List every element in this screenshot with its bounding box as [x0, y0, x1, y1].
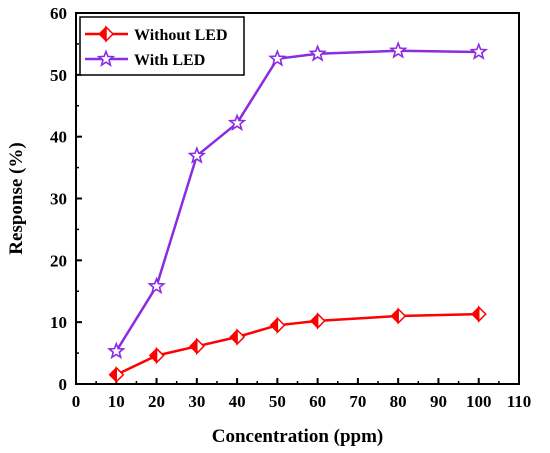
data-point: [227, 113, 247, 131]
legend-item: Without LED: [85, 25, 228, 44]
x-axis: 0 10 20 30 40 50 60 70 80 90 100 110: [72, 378, 532, 411]
data-point: [469, 42, 488, 60]
series-layer: [107, 40, 488, 384]
y-tick-label: 30: [50, 190, 67, 209]
y-axis-title: Response (%): [6, 142, 27, 254]
data-point: [268, 49, 287, 67]
data-point: [269, 316, 286, 335]
data-point: [309, 312, 326, 330]
legend-item: With LED: [85, 49, 205, 69]
x-tick-label: 50: [269, 392, 286, 411]
x-tick-label: 30: [188, 392, 205, 411]
y-tick-label: 60: [50, 4, 67, 23]
x-tick-label: 0: [72, 392, 81, 411]
data-point: [189, 337, 205, 356]
legend-marker: [96, 49, 116, 67]
y-tick-label: 20: [50, 251, 67, 270]
data-point: [308, 44, 327, 62]
data-point: [388, 40, 408, 59]
x-tick-label: 80: [390, 392, 407, 411]
series-0: [108, 305, 487, 384]
data-point: [147, 276, 166, 295]
data-point: [107, 341, 126, 360]
legend-label: With LED: [134, 52, 205, 69]
series-line: [115, 312, 479, 376]
data-point: [148, 346, 165, 365]
legend: Without LED With LED: [79, 16, 245, 76]
x-tick-label: 70: [349, 392, 366, 411]
x-tick-label: 40: [229, 392, 246, 411]
legend-box: [79, 16, 245, 76]
x-axis-title: Concentration (ppm): [212, 426, 384, 447]
x-tick-label: 90: [430, 392, 447, 411]
y-tick-label: 0: [59, 375, 68, 394]
data-point: [471, 305, 487, 323]
y-tick-label: 40: [50, 128, 67, 147]
series-1: [107, 40, 488, 360]
x-tick-label: 20: [148, 392, 165, 411]
x-tick-label: 60: [309, 392, 326, 411]
data-point: [390, 307, 407, 325]
x-tick-label: 10: [108, 392, 125, 411]
series-line: [115, 49, 479, 352]
x-tick-label: 100: [466, 392, 492, 411]
y-axis: 0 10 20 30 40 50 60: [50, 4, 82, 394]
legend-marker: [98, 25, 115, 43]
data-point: [187, 146, 207, 164]
legend-label: Without LED: [134, 27, 228, 44]
x-tick-label: 110: [507, 392, 532, 411]
y-tick-label: 50: [50, 66, 67, 85]
y-tick-label: 10: [50, 313, 67, 332]
data-point: [108, 365, 125, 384]
data-point: [229, 328, 246, 346]
